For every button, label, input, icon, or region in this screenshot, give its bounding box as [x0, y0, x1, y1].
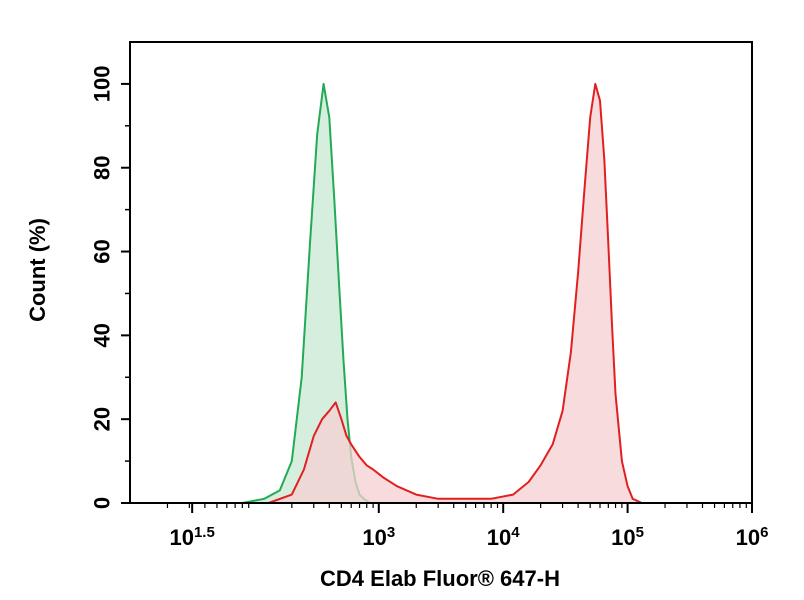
- y-tick-label: 0: [90, 497, 115, 509]
- plot-border: [129, 41, 753, 504]
- y-axis-title: Count (%): [25, 218, 50, 322]
- y-tick-label: 100: [90, 66, 115, 103]
- plot-frame: [129, 41, 753, 504]
- x-tick-label: 104: [487, 524, 520, 550]
- y-tick-label: 80: [90, 155, 115, 179]
- y-tick-label: 20: [90, 407, 115, 431]
- y-axis: 0 20 40 60 80 100: [90, 66, 130, 509]
- x-axis: 101.5 103 104 105 106: [166, 503, 769, 550]
- series-2-line: [268, 82, 643, 504]
- x-tick-label: 105: [611, 524, 644, 550]
- series-1-fill: [242, 83, 370, 504]
- x-axis-title: CD4 Elab Fluor® 647-H: [320, 566, 560, 591]
- x-tick-label: 106: [736, 524, 769, 550]
- y-tick-label: 60: [90, 239, 115, 263]
- x-tick-label: 103: [362, 524, 395, 550]
- y-tick-label: 40: [90, 323, 115, 347]
- x-tick-label: 101.5: [169, 524, 214, 550]
- plot-area: [242, 82, 643, 504]
- series-2-fill: [268, 83, 642, 504]
